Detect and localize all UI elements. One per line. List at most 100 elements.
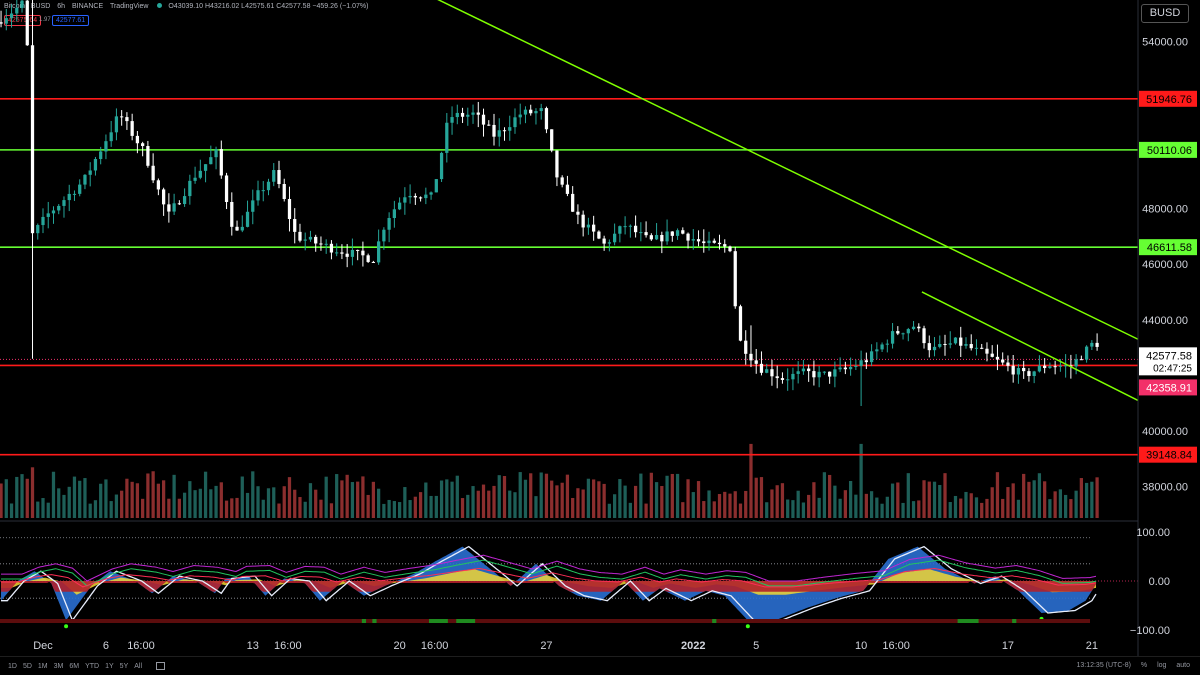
time-tick-label: 5 <box>753 640 759 652</box>
level-price-tag[interactable] <box>1139 239 1197 256</box>
volume-bar <box>565 474 570 518</box>
level-price-tag[interactable] <box>1139 141 1197 158</box>
candle-body <box>953 337 958 344</box>
candle-body <box>387 218 391 230</box>
candle-body <box>796 371 800 374</box>
timeframe-button[interactable]: 6M <box>69 662 80 670</box>
log-toggle[interactable]: log <box>1157 662 1167 669</box>
candle-body <box>592 224 596 232</box>
candle-body <box>1006 362 1010 366</box>
candle-body <box>628 225 632 227</box>
candle-body <box>927 343 931 351</box>
chart-canvas[interactable]: 54000.00 48000.00 46000.00 44000.00 40000.00… <box>0 0 1200 656</box>
candle-body <box>560 177 564 185</box>
candle-body <box>775 376 779 379</box>
timeframe-button[interactable]: YTD <box>85 662 100 670</box>
volume-bar <box>932 481 937 518</box>
candle-body <box>198 170 202 178</box>
candle-body <box>896 331 900 334</box>
volume-bar <box>245 492 250 518</box>
volume-bar <box>319 499 323 518</box>
volume-bar <box>633 485 638 518</box>
volume-bar <box>455 475 459 518</box>
candle-body <box>1090 342 1094 347</box>
timeframe-button[interactable]: 5Y <box>119 662 129 670</box>
candle-body <box>450 117 454 123</box>
candle-body <box>46 213 50 217</box>
candle-body <box>932 346 937 351</box>
candle-body <box>854 365 858 367</box>
candle-body <box>901 333 905 335</box>
volume-bar <box>597 481 601 518</box>
candle-body <box>1069 365 1073 367</box>
volume-pane <box>0 443 1099 518</box>
volume-bar <box>251 471 255 518</box>
volume-bar <box>833 485 837 518</box>
sell-price-pill[interactable]: 42575.64 <box>4 15 42 26</box>
volume-bar <box>20 474 24 518</box>
volume-bar <box>361 476 365 518</box>
buy-price-pill[interactable]: 42577.61 <box>52 15 90 26</box>
trend-line[interactable] <box>433 0 1139 340</box>
candle-body <box>744 340 748 354</box>
calendar-range-icon[interactable] <box>156 662 166 670</box>
candle-body <box>948 343 952 345</box>
volume-bar <box>88 503 92 518</box>
timeframe-button[interactable]: 3M <box>53 662 64 670</box>
auto-toggle[interactable]: auto <box>1176 662 1190 669</box>
volume-bar <box>392 501 396 518</box>
level-price-tag[interactable] <box>1139 90 1197 107</box>
timeframe-button[interactable]: All <box>134 662 143 670</box>
volume-bar <box>602 483 606 518</box>
volume-bar <box>413 496 417 518</box>
volume-bar <box>93 500 98 518</box>
volume-bar <box>303 501 307 518</box>
time-tick-label: 17 <box>1002 640 1014 652</box>
oscillator-tick-label: −100.00 <box>1130 625 1170 637</box>
volume-bar <box>277 503 281 518</box>
volume-bar <box>728 493 732 518</box>
candle-body <box>859 360 863 366</box>
oscillator-red-line <box>1 567 1097 588</box>
last-price-tag[interactable] <box>1139 347 1197 376</box>
candle-body <box>161 189 166 205</box>
horizontal-levels <box>0 98 1138 456</box>
candle-body <box>938 344 942 347</box>
percent-toggle[interactable]: % <box>1140 662 1148 669</box>
timeframe-button[interactable]: 5D <box>22 662 32 670</box>
candle-body <box>917 326 921 329</box>
volume-bar <box>418 492 423 518</box>
volume-bar <box>502 476 507 518</box>
candle-body <box>828 371 832 377</box>
volume-bar <box>345 474 349 518</box>
volume-bar <box>72 476 77 518</box>
clock-readout[interactable]: 13:12:35 (UTC-8) <box>1076 662 1131 669</box>
volume-bar <box>649 472 653 518</box>
candle-body <box>985 348 989 354</box>
candle-body <box>681 230 685 234</box>
level-price-tag[interactable] <box>1139 446 1197 463</box>
candle-body <box>293 219 297 232</box>
candle-body <box>738 306 743 341</box>
timeframe-button[interactable]: 1M <box>37 662 48 670</box>
market-status-icon <box>157 3 163 8</box>
volume-bar <box>366 494 370 518</box>
pink-price-tag[interactable] <box>1139 379 1197 396</box>
candle-body <box>361 250 365 256</box>
volume-bar <box>83 478 87 518</box>
candle-body <box>702 241 706 244</box>
volume-bar <box>901 502 905 518</box>
volume-bar <box>377 488 381 518</box>
volume-bar <box>492 485 496 518</box>
volume-bar <box>717 494 722 518</box>
trend-line[interactable] <box>921 291 1139 402</box>
timeframe-button[interactable]: 1Y <box>105 662 114 670</box>
volume-bar <box>864 493 868 518</box>
volume-bar <box>738 503 743 518</box>
oscillator-area <box>1 546 1097 621</box>
volume-bar <box>644 503 648 518</box>
timeframe-button[interactable]: 1D <box>8 662 17 670</box>
symbol-button[interactable]: BUSD <box>1141 4 1189 23</box>
candle-body <box>219 149 223 176</box>
volume-bar <box>995 472 1000 518</box>
